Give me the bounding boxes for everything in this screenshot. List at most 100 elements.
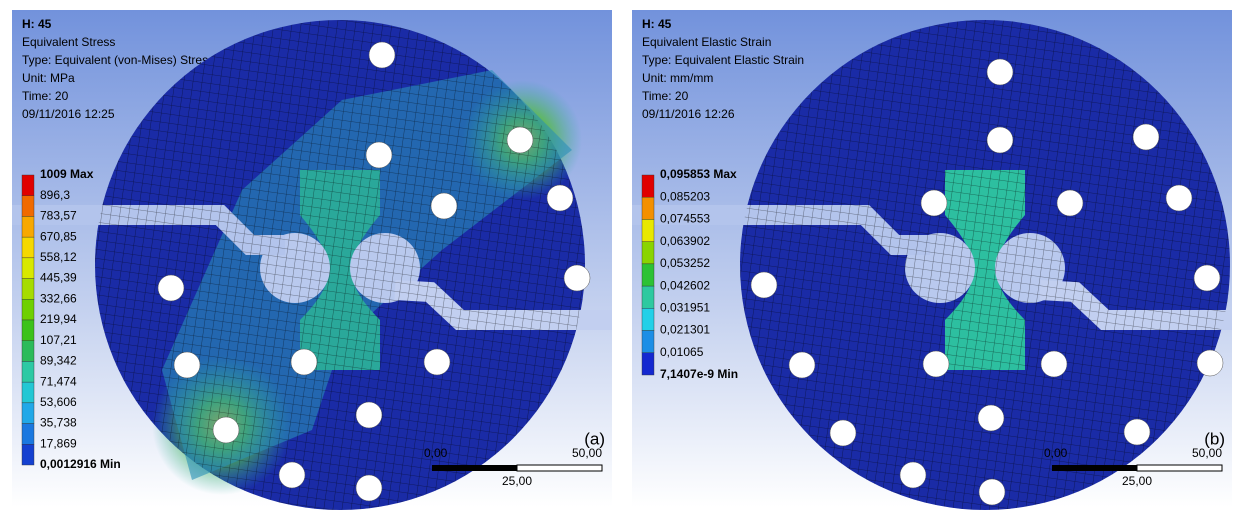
legend-label: 558,12 bbox=[40, 250, 77, 264]
bolt-hole bbox=[507, 127, 533, 153]
legend-swatch bbox=[22, 341, 34, 362]
legend-swatch bbox=[22, 175, 34, 196]
bolt-hole bbox=[356, 402, 382, 428]
scale-mid: 25,00 bbox=[502, 474, 532, 488]
legend-label: 0,01065 bbox=[660, 345, 704, 359]
legend-swatch bbox=[22, 320, 34, 341]
legend-swatch bbox=[642, 331, 654, 353]
legend-label: 0,063902 bbox=[660, 234, 710, 248]
bolt-hole bbox=[213, 417, 239, 443]
legend-label: 53,606 bbox=[40, 395, 77, 409]
legend-label: 7,1407e-9 Min bbox=[660, 367, 738, 381]
bolt-hole bbox=[431, 193, 457, 219]
panel-label: (b) bbox=[1204, 429, 1225, 448]
legend-swatch bbox=[22, 237, 34, 258]
bolt-hole bbox=[1124, 419, 1150, 445]
legend-swatch bbox=[22, 216, 34, 237]
bolt-hole bbox=[751, 272, 777, 298]
bolt-hole bbox=[978, 405, 1004, 431]
legend-swatch bbox=[642, 242, 654, 264]
legend-label: 17,869 bbox=[40, 436, 77, 450]
header-line: Type: Equivalent Elastic Strain bbox=[642, 53, 804, 67]
bolt-hole bbox=[547, 185, 573, 211]
bolt-hole bbox=[564, 265, 590, 291]
header-line: Time: 20 bbox=[642, 89, 689, 103]
header-line: Time: 20 bbox=[22, 89, 69, 103]
legend-label: 0,031951 bbox=[660, 301, 710, 315]
legend-label: 0,074553 bbox=[660, 212, 710, 226]
legend-label: 670,85 bbox=[40, 229, 77, 243]
bolt-hole bbox=[979, 479, 1005, 505]
legend-swatch bbox=[22, 444, 34, 465]
legend-label: 445,39 bbox=[40, 271, 77, 285]
bolt-hole bbox=[921, 190, 947, 216]
legend-label: 896,3 bbox=[40, 188, 70, 202]
bolt-hole bbox=[987, 59, 1013, 85]
scale-bar-white bbox=[517, 465, 602, 471]
header-line: 09/11/2016 12:26 bbox=[642, 107, 735, 121]
header-line: 09/11/2016 12:25 bbox=[22, 107, 115, 121]
mesh-overlay bbox=[740, 20, 1230, 510]
legend-label: 89,342 bbox=[40, 354, 77, 368]
legend-swatch bbox=[22, 299, 34, 320]
header-line: Equivalent Stress bbox=[22, 35, 115, 49]
legend-label: 0,095853 Max bbox=[660, 167, 737, 181]
legend-swatch bbox=[642, 197, 654, 219]
bolt-hole bbox=[291, 349, 317, 375]
legend-swatch bbox=[22, 403, 34, 424]
bolt-hole bbox=[1166, 185, 1192, 211]
bolt-hole bbox=[279, 462, 305, 488]
bolt-hole bbox=[1133, 124, 1159, 150]
legend-label: 0,053252 bbox=[660, 256, 710, 270]
legend-swatch bbox=[22, 196, 34, 217]
legend-swatch bbox=[22, 424, 34, 445]
scale-bar-black bbox=[432, 465, 517, 471]
legend-label: 0,021301 bbox=[660, 323, 710, 337]
legend-label: 332,66 bbox=[40, 291, 77, 305]
bolt-hole bbox=[174, 352, 200, 378]
figure: H: 45Equivalent StressType: Equivalent (… bbox=[0, 0, 1244, 517]
bolt-hole bbox=[424, 349, 450, 375]
bolt-hole bbox=[789, 352, 815, 378]
legend-label: 783,57 bbox=[40, 209, 77, 223]
bolt-hole bbox=[1041, 351, 1067, 377]
legend-label: 219,94 bbox=[40, 312, 77, 326]
legend-swatch bbox=[642, 286, 654, 308]
legend-swatch bbox=[22, 279, 34, 300]
bolt-hole bbox=[1194, 265, 1220, 291]
header-line: Unit: mm/mm bbox=[642, 71, 713, 85]
scale-bar-black bbox=[1052, 465, 1137, 471]
legend-label: 35,738 bbox=[40, 416, 77, 430]
legend-swatch bbox=[642, 308, 654, 330]
bolt-hole bbox=[923, 351, 949, 377]
bolt-hole bbox=[900, 462, 926, 488]
legend-swatch bbox=[642, 264, 654, 286]
bolt-hole bbox=[987, 127, 1013, 153]
legend-label: 0,0012916 Min bbox=[40, 457, 121, 471]
header-line: Equivalent Elastic Strain bbox=[642, 35, 771, 49]
legend-label: 0,042602 bbox=[660, 278, 710, 292]
legend-swatch bbox=[22, 382, 34, 403]
scale-start: 0,00 bbox=[424, 446, 448, 460]
mesh-overlay bbox=[95, 20, 585, 510]
bolt-hole bbox=[1197, 350, 1223, 376]
bolt-hole bbox=[830, 420, 856, 446]
bolt-hole bbox=[158, 275, 184, 301]
legend-swatch bbox=[642, 353, 654, 375]
bolt-hole bbox=[356, 475, 382, 501]
legend-swatch bbox=[22, 361, 34, 382]
legend-swatch bbox=[642, 175, 654, 197]
panel-label: (a) bbox=[584, 429, 605, 448]
panel: H: 45 Equivalent Elastic Strain Type: Equi… bbox=[632, 10, 1232, 510]
legend-label: 0,085203 bbox=[660, 189, 710, 203]
legend-swatch bbox=[642, 219, 654, 241]
header-line: Unit: MPa bbox=[22, 71, 75, 85]
bolt-hole bbox=[369, 42, 395, 68]
bolt-hole bbox=[1057, 190, 1083, 216]
scale-mid: 25,00 bbox=[1122, 474, 1152, 488]
header-title: H: 45 bbox=[22, 17, 52, 31]
legend-label: 1009 Max bbox=[40, 167, 94, 181]
bolt-hole bbox=[366, 142, 392, 168]
header-title: H: 45 bbox=[642, 17, 672, 31]
